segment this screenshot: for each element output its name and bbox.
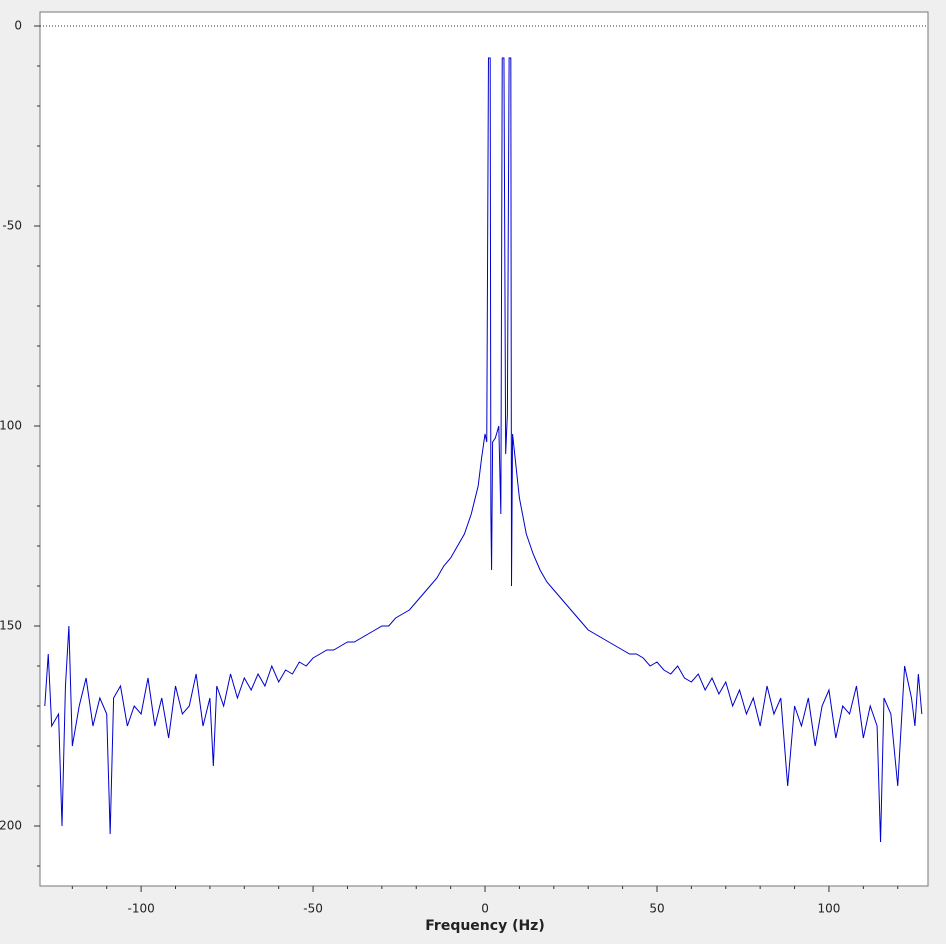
- y-tick-label: 0: [14, 19, 22, 33]
- y-tick-label: 200: [0, 819, 22, 833]
- x-tick-label: -100: [127, 902, 154, 916]
- x-tick-label: 0: [481, 902, 489, 916]
- plot-area: [39, 11, 929, 887]
- x-tick-label: -50: [303, 902, 323, 916]
- x-axis-label: Frequency (Hz): [425, 918, 544, 934]
- x-tick-label: 50: [649, 902, 664, 916]
- y-tick-label: -50: [2, 219, 22, 233]
- y-tick-label: 150: [0, 619, 22, 633]
- series-line: [44, 57, 923, 843]
- x-tick-label: 100: [817, 902, 840, 916]
- y-tick-label: 100: [0, 419, 22, 433]
